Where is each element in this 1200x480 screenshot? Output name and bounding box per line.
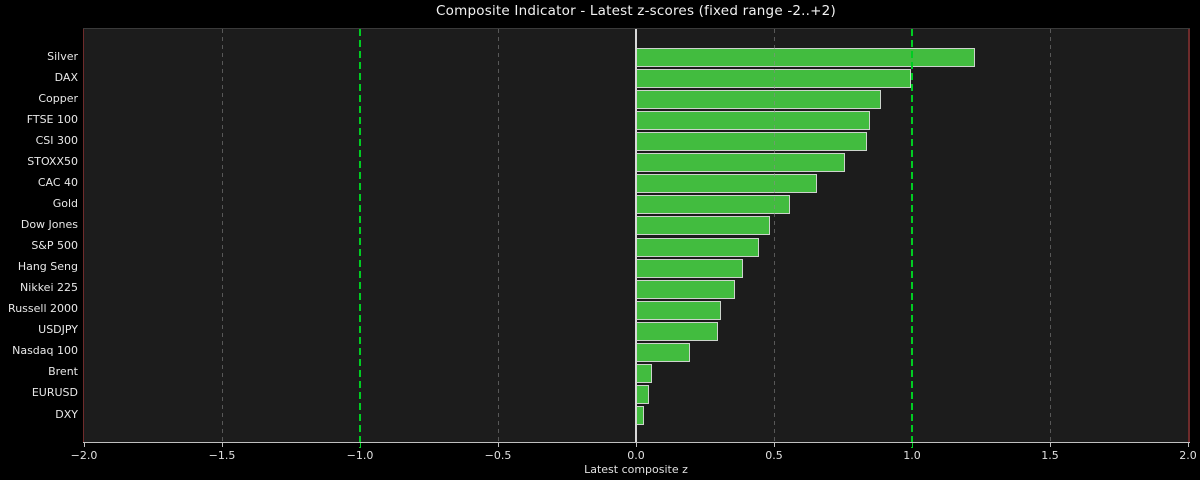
x-tick-mark	[773, 443, 775, 447]
bar-copper	[636, 90, 881, 110]
bar-nasdaq-100	[636, 342, 691, 362]
bar-s-p-500	[636, 237, 760, 257]
y-tick-label: Gold	[52, 196, 78, 210]
bar-dxy	[636, 406, 644, 425]
bar-silver	[636, 48, 975, 67]
y-tick-label: EURUSD	[31, 386, 78, 400]
bar-usdjpy	[636, 321, 719, 341]
spine-top	[82, 28, 1190, 29]
y-tick-label: Silver	[47, 49, 78, 63]
x-tick-mark	[1049, 443, 1051, 447]
x-tick-mark	[497, 443, 499, 447]
x-tick-label: 1.0	[903, 449, 921, 462]
spine-left	[82, 29, 84, 442]
x-tick-label: 1.5	[1041, 449, 1059, 462]
y-tick-label: FTSE 100	[26, 112, 78, 126]
bar-cac-40	[636, 174, 818, 194]
zero-line	[635, 29, 637, 442]
x-tick-label: −2.0	[70, 449, 98, 462]
threshold-line	[911, 29, 913, 448]
bar-stoxx50	[636, 153, 845, 173]
y-tick-label: S&P 500	[31, 239, 78, 253]
bar-russell-2000	[636, 300, 721, 320]
y-tick-label: DAX	[54, 70, 78, 84]
bar-csi-300	[636, 132, 868, 152]
x-tick-label: −0.5	[484, 449, 512, 462]
x-tick-label: 2.0	[1179, 449, 1197, 462]
bar-dow-jones	[636, 216, 771, 236]
x-tick-label: −1.5	[208, 449, 236, 462]
gridline	[221, 29, 223, 442]
gridline	[1049, 29, 1051, 442]
y-tick-label: Nikkei 225	[20, 281, 78, 295]
y-tick-label: CAC 40	[37, 175, 78, 189]
y-tick-label: Hang Seng	[17, 260, 78, 274]
y-tick-label: Copper	[38, 91, 78, 105]
x-tick-mark	[635, 443, 637, 447]
x-tick-label: −1.0	[346, 449, 374, 462]
threshold-line	[359, 29, 361, 448]
x-tick-label: 0.0	[627, 449, 645, 462]
bar-nikkei-225	[636, 279, 735, 299]
x-tick-label: 0.5	[765, 449, 783, 462]
x-tick-mark	[1187, 443, 1189, 447]
y-tick-label: USDJPY	[38, 323, 78, 337]
y-tick-label: Nasdaq 100	[12, 344, 78, 358]
bar-gold	[636, 195, 790, 215]
y-tick-label: Russell 2000	[8, 302, 78, 316]
y-tick-label: CSI 300	[35, 133, 78, 147]
spine-right	[1188, 29, 1190, 442]
x-tick-mark	[221, 443, 223, 447]
x-tick-mark	[83, 443, 85, 447]
bar-eurusd	[636, 384, 650, 404]
bar-brent	[636, 363, 652, 383]
bar-ftse-100	[636, 111, 870, 131]
gridline	[497, 29, 499, 442]
chart-title: Composite Indicator - Latest z-scores (f…	[436, 3, 836, 19]
y-tick-label: DXY	[55, 407, 78, 421]
y-tick-label: STOXX50	[27, 154, 78, 168]
gridline	[773, 29, 775, 442]
spine-bottom	[82, 442, 1190, 444]
plot-area	[84, 29, 1188, 448]
x-axis-label: Latest composite z	[584, 463, 688, 476]
y-tick-label: Brent	[48, 365, 78, 379]
bar-hang-seng	[636, 258, 743, 278]
y-tick-label: Dow Jones	[20, 217, 78, 231]
